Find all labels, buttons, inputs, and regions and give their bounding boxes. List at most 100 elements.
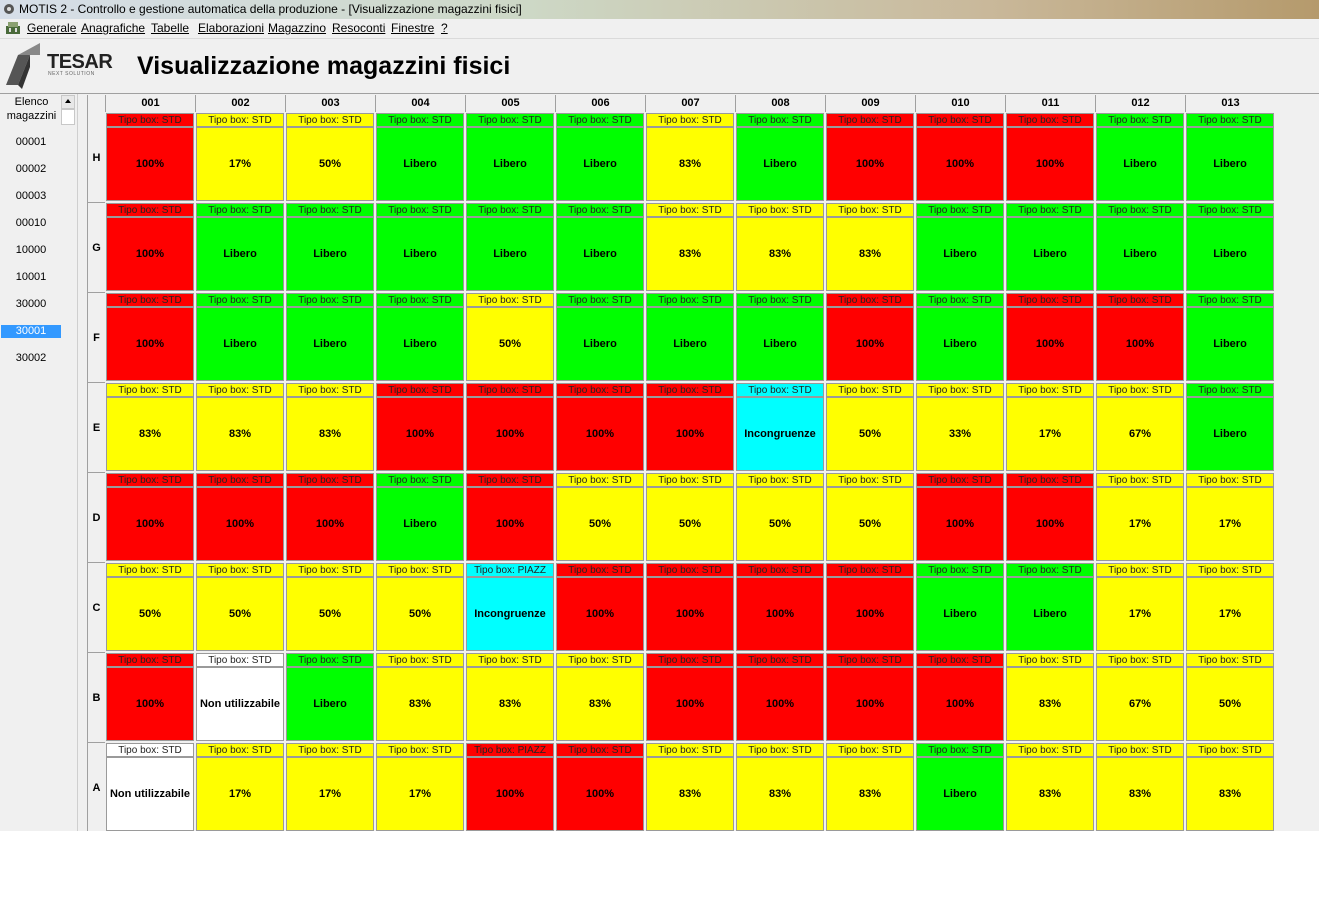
slot-box-type[interactable]: Tipo box: STD bbox=[376, 293, 464, 307]
slot-box-type[interactable]: Tipo box: STD bbox=[286, 563, 374, 577]
slot-box-type[interactable]: Tipo box: STD bbox=[196, 203, 284, 217]
slot-status[interactable]: 100% bbox=[106, 667, 194, 741]
slot-box-type[interactable]: Tipo box: STD bbox=[1186, 653, 1274, 667]
slot-status[interactable]: 100% bbox=[826, 667, 914, 741]
slot-box-type[interactable]: Tipo box: STD bbox=[106, 563, 194, 577]
slot-box-type[interactable]: Tipo box: STD bbox=[1006, 473, 1094, 487]
slot-status[interactable]: Libero bbox=[1006, 217, 1094, 291]
slot-status[interactable]: 83% bbox=[196, 397, 284, 471]
slot-box-type[interactable]: Tipo box: STD bbox=[286, 203, 374, 217]
slot-box-type[interactable]: Tipo box: STD bbox=[826, 563, 914, 577]
slot-status[interactable]: Libero bbox=[556, 127, 644, 201]
slot-status[interactable]: 100% bbox=[106, 487, 194, 561]
slot-status[interactable]: Libero bbox=[466, 217, 554, 291]
slot-status[interactable]: 100% bbox=[826, 307, 914, 381]
slot-box-type[interactable]: Tipo box: STD bbox=[646, 743, 734, 757]
slot-box-type[interactable]: Tipo box: STD bbox=[106, 473, 194, 487]
slot-box-type[interactable]: Tipo box: STD bbox=[1096, 473, 1184, 487]
slot-box-type[interactable]: Tipo box: STD bbox=[106, 113, 194, 127]
slot-box-type[interactable]: Tipo box: STD bbox=[466, 293, 554, 307]
slot-box-type[interactable]: Tipo box: STD bbox=[826, 203, 914, 217]
slot-box-type[interactable]: Tipo box: STD bbox=[556, 383, 644, 397]
slot-status[interactable]: 100% bbox=[106, 307, 194, 381]
slot-status[interactable]: Libero bbox=[196, 307, 284, 381]
slot-status[interactable]: 83% bbox=[646, 757, 734, 831]
scroll-up-arrow-icon[interactable] bbox=[61, 95, 75, 109]
slot-box-type[interactable]: Tipo box: STD bbox=[646, 383, 734, 397]
slot-box-type[interactable]: Tipo box: STD bbox=[916, 293, 1004, 307]
slot-box-type[interactable]: Tipo box: STD bbox=[1096, 563, 1184, 577]
slot-box-type[interactable]: Tipo box: STD bbox=[286, 473, 374, 487]
slot-box-type[interactable]: Tipo box: STD bbox=[1186, 113, 1274, 127]
slot-status[interactable]: 83% bbox=[466, 667, 554, 741]
slot-status[interactable]: 83% bbox=[286, 397, 374, 471]
slot-status[interactable]: 83% bbox=[1006, 667, 1094, 741]
slot-status[interactable]: Libero bbox=[736, 307, 824, 381]
slot-box-type[interactable]: Tipo box: STD bbox=[556, 113, 644, 127]
slot-status[interactable]: Libero bbox=[196, 217, 284, 291]
slot-status[interactable]: 83% bbox=[826, 217, 914, 291]
slot-box-type[interactable]: Tipo box: STD bbox=[916, 743, 1004, 757]
slot-status[interactable]: 100% bbox=[556, 397, 644, 471]
slot-box-type[interactable]: Tipo box: STD bbox=[286, 113, 374, 127]
slot-box-type[interactable]: Tipo box: STD bbox=[736, 563, 824, 577]
slot-box-type[interactable]: Tipo box: STD bbox=[286, 293, 374, 307]
slot-box-type[interactable]: Tipo box: STD bbox=[646, 563, 734, 577]
slot-box-type[interactable]: Tipo box: STD bbox=[376, 113, 464, 127]
warehouse-item[interactable]: 00010 bbox=[15, 217, 47, 229]
slot-box-type[interactable]: Tipo box: STD bbox=[826, 653, 914, 667]
slot-status[interactable]: 100% bbox=[1096, 307, 1184, 381]
slot-box-type[interactable]: Tipo box: STD bbox=[466, 653, 554, 667]
slot-status[interactable]: Libero bbox=[286, 667, 374, 741]
slot-status[interactable]: 33% bbox=[916, 397, 1004, 471]
slot-status[interactable]: 100% bbox=[376, 397, 464, 471]
slot-box-type[interactable]: Tipo box: STD bbox=[646, 653, 734, 667]
slot-status[interactable]: Libero bbox=[376, 307, 464, 381]
slot-status[interactable]: Libero bbox=[1186, 127, 1274, 201]
slot-status[interactable]: 83% bbox=[1006, 757, 1094, 831]
slot-status[interactable]: Libero bbox=[376, 127, 464, 201]
slot-box-type[interactable]: Tipo box: STD bbox=[196, 293, 284, 307]
slot-status[interactable]: 100% bbox=[466, 397, 554, 471]
slot-box-type[interactable]: Tipo box: STD bbox=[1006, 293, 1094, 307]
slot-status[interactable]: 50% bbox=[376, 577, 464, 651]
slot-status[interactable]: 100% bbox=[826, 577, 914, 651]
slot-status[interactable]: 50% bbox=[826, 397, 914, 471]
slot-box-type[interactable]: Tipo box: STD bbox=[196, 743, 284, 757]
menu-magazzino[interactable]: Magazzino bbox=[268, 21, 327, 35]
slot-status[interactable]: 50% bbox=[106, 577, 194, 651]
app-menu-icon[interactable] bbox=[5, 21, 21, 35]
slot-status[interactable]: Libero bbox=[376, 487, 464, 561]
slot-box-type[interactable]: Tipo box: STD bbox=[826, 293, 914, 307]
slot-status[interactable]: 100% bbox=[106, 127, 194, 201]
slot-status[interactable]: 100% bbox=[916, 667, 1004, 741]
slot-status[interactable]: 100% bbox=[466, 757, 554, 831]
slot-status[interactable]: Libero bbox=[1006, 577, 1094, 651]
slot-status[interactable]: Incongruenze bbox=[466, 577, 554, 651]
slot-status[interactable]: 67% bbox=[1096, 397, 1184, 471]
slot-status[interactable]: Libero bbox=[1186, 397, 1274, 471]
slot-box-type[interactable]: Tipo box: STD bbox=[106, 653, 194, 667]
slot-box-type[interactable]: Tipo box: STD bbox=[1006, 383, 1094, 397]
slot-box-type[interactable]: Tipo box: STD bbox=[736, 653, 824, 667]
slot-status[interactable]: 83% bbox=[646, 217, 734, 291]
slot-box-type[interactable]: Tipo box: STD bbox=[376, 743, 464, 757]
slot-status[interactable]: 100% bbox=[1006, 307, 1094, 381]
slot-status[interactable]: 50% bbox=[286, 577, 374, 651]
slot-box-type[interactable]: Tipo box: STD bbox=[1096, 653, 1184, 667]
slot-status[interactable]: Libero bbox=[916, 307, 1004, 381]
slot-status[interactable]: Non utilizzabile bbox=[106, 757, 194, 831]
slot-box-type[interactable]: Tipo box: STD bbox=[196, 113, 284, 127]
slot-status[interactable]: 67% bbox=[1096, 667, 1184, 741]
slot-box-type[interactable]: Tipo box: STD bbox=[646, 113, 734, 127]
slot-status[interactable]: 17% bbox=[196, 127, 284, 201]
slot-status[interactable]: 50% bbox=[1186, 667, 1274, 741]
warehouse-item[interactable]: 30001 bbox=[1, 325, 61, 338]
slot-status[interactable]: 100% bbox=[736, 667, 824, 741]
slot-status[interactable]: 83% bbox=[106, 397, 194, 471]
slot-status[interactable]: Incongruenze bbox=[736, 397, 824, 471]
slot-status[interactable]: 100% bbox=[646, 397, 734, 471]
slot-box-type[interactable]: Tipo box: STD bbox=[1096, 743, 1184, 757]
slot-box-type[interactable]: Tipo box: STD bbox=[556, 293, 644, 307]
menu-tabelle[interactable]: Tabelle bbox=[151, 21, 190, 35]
